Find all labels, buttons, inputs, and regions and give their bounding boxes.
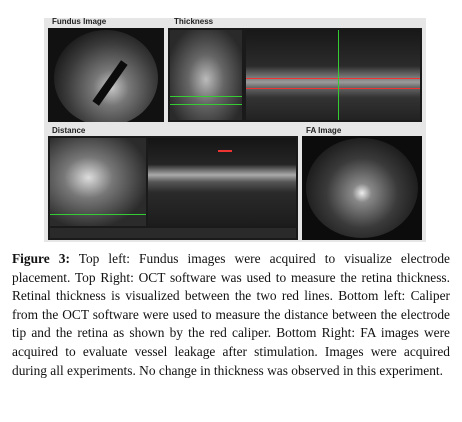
caption: Figure 3: Top left: Fundus images were a… xyxy=(8,250,454,412)
fa-image xyxy=(302,136,422,240)
fundus-image xyxy=(48,28,164,122)
thickness-image xyxy=(168,28,422,122)
distance-image xyxy=(48,136,298,240)
caption-text: Top left: Fundus images were acquired to… xyxy=(12,251,450,378)
panel-label: Fundus Image xyxy=(52,17,107,26)
panel-label: FA Image xyxy=(306,126,342,135)
figure: Fundus Image Thickness Distance FA Image xyxy=(44,17,426,242)
caption-label: Figure 3: xyxy=(12,251,70,266)
panel-label: Distance xyxy=(52,126,86,135)
panel-label: Thickness xyxy=(174,17,214,26)
